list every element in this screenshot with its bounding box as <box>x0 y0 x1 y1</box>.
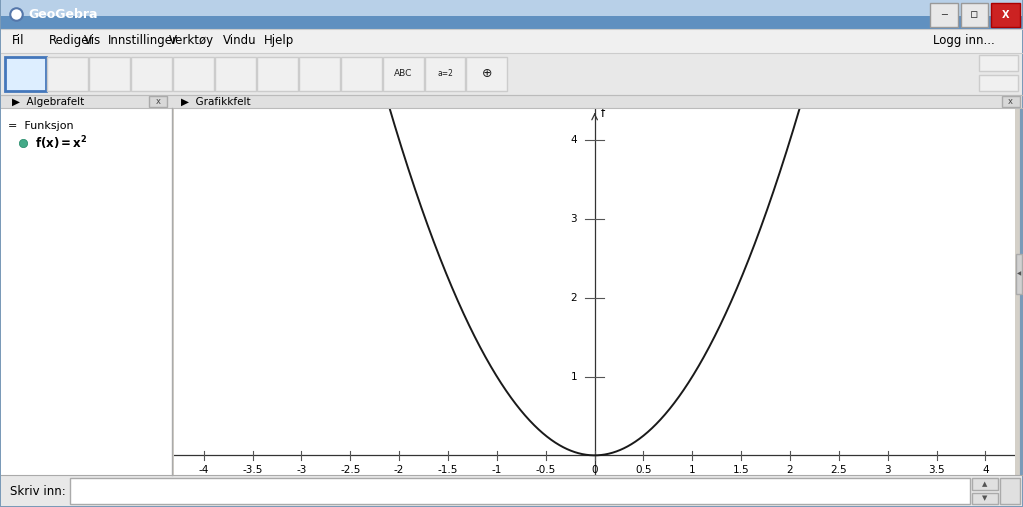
Text: ▫: ▫ <box>970 8 979 21</box>
Text: -0.5: -0.5 <box>536 465 555 475</box>
Text: -2.5: -2.5 <box>340 465 360 475</box>
Bar <box>972 493 998 504</box>
Text: 4: 4 <box>571 135 577 145</box>
Text: 0: 0 <box>591 465 597 475</box>
Text: 3: 3 <box>571 214 577 224</box>
Bar <box>1 53 1022 95</box>
Text: ◀: ◀ <box>1017 271 1021 276</box>
Text: ─: ─ <box>941 10 946 20</box>
Text: -3.5: -3.5 <box>242 465 263 475</box>
Text: 2.5: 2.5 <box>831 465 847 475</box>
Text: 1: 1 <box>690 465 696 475</box>
Text: X: X <box>1002 10 1010 20</box>
Bar <box>257 57 298 91</box>
Text: 2: 2 <box>787 465 794 475</box>
Text: a=2: a=2 <box>437 69 453 78</box>
Text: ABC: ABC <box>394 69 412 78</box>
Text: ▶  Algebrafelt: ▶ Algebrafelt <box>12 97 85 106</box>
Text: Verktøy: Verktøy <box>169 34 214 47</box>
Text: $\mathbf{f(x) = x^2}$: $\mathbf{f(x) = x^2}$ <box>35 134 87 152</box>
Text: Fil: Fil <box>12 34 25 47</box>
Text: ▼: ▼ <box>982 495 988 501</box>
Bar <box>47 57 88 91</box>
Bar <box>1 0 1022 29</box>
Text: -1: -1 <box>492 465 502 475</box>
Text: Vindu: Vindu <box>223 34 257 47</box>
Text: ▲: ▲ <box>982 481 988 487</box>
Text: 3.5: 3.5 <box>928 465 945 475</box>
Bar <box>961 3 988 27</box>
Text: x: x <box>155 97 161 106</box>
Bar <box>930 3 958 27</box>
Text: 0.5: 0.5 <box>635 465 652 475</box>
Text: Rediger: Rediger <box>49 34 94 47</box>
Text: -1.5: -1.5 <box>438 465 458 475</box>
Bar <box>1000 478 1020 504</box>
Bar <box>5 57 46 91</box>
Text: =  Funksjon: = Funksjon <box>8 121 74 131</box>
Bar <box>383 57 424 91</box>
Bar <box>979 55 1018 71</box>
Bar <box>1 475 1022 506</box>
Bar <box>425 57 465 91</box>
Text: 3: 3 <box>885 465 891 475</box>
Text: Skriv inn:: Skriv inn: <box>10 485 65 497</box>
Text: ⊕: ⊕ <box>482 67 492 80</box>
Text: -4: -4 <box>198 465 209 475</box>
Bar <box>1 95 1022 108</box>
Bar <box>70 478 970 504</box>
Bar <box>299 57 340 91</box>
Text: 2: 2 <box>571 293 577 303</box>
Bar <box>89 57 130 91</box>
Text: 4: 4 <box>982 465 989 475</box>
Bar <box>1 29 1022 53</box>
Text: -2: -2 <box>394 465 404 475</box>
Bar <box>1016 254 1022 294</box>
Text: x: x <box>1009 97 1013 106</box>
Bar <box>341 57 382 91</box>
Text: -3: -3 <box>297 465 307 475</box>
Bar <box>972 478 998 490</box>
Text: 1.5: 1.5 <box>732 465 750 475</box>
Bar <box>991 3 1020 27</box>
Text: 1: 1 <box>571 372 577 382</box>
Text: Innstillinger: Innstillinger <box>107 34 177 47</box>
Bar <box>466 57 507 91</box>
Bar <box>215 57 256 91</box>
Bar <box>149 96 168 107</box>
Text: GeoGebra: GeoGebra <box>29 8 98 21</box>
Text: Vis: Vis <box>84 34 101 47</box>
Text: Logg inn...: Logg inn... <box>933 34 994 47</box>
Bar <box>1 108 172 475</box>
Text: f: f <box>601 107 605 120</box>
Bar <box>1002 96 1020 107</box>
Bar <box>1 16 1022 29</box>
Bar <box>131 57 172 91</box>
Text: ▶  Grafikkfelt: ▶ Grafikkfelt <box>181 97 251 106</box>
Bar <box>173 57 214 91</box>
Text: Hjelp: Hjelp <box>264 34 295 47</box>
Bar <box>979 75 1018 91</box>
